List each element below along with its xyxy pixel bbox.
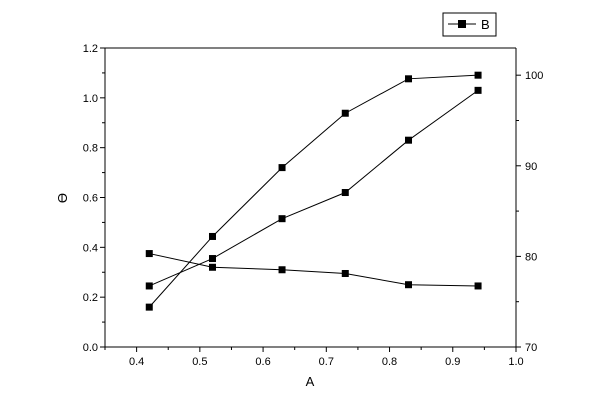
x-tick-label: 0.7 [319, 356, 334, 368]
series-2-point [341, 269, 349, 277]
x-tick-label: 0.5 [192, 356, 207, 368]
y-axis-title: Ɵ [55, 193, 70, 203]
y-right-tick-label: 70 [525, 342, 537, 354]
series-line-3 [148, 74, 479, 308]
y-left-tick-label: 0.2 [83, 292, 98, 304]
series-2-point [278, 266, 286, 274]
y-right-tick-label: 100 [525, 70, 543, 82]
x-tick-label: 0.4 [129, 356, 144, 368]
y-right-tick-label: 90 [525, 161, 537, 173]
x-tick-label: 0.6 [255, 356, 270, 368]
y-left-tick-label: 1.0 [83, 93, 98, 105]
series-1-point [341, 189, 349, 197]
series-3-point [278, 164, 286, 172]
series-line-1 [149, 89, 479, 287]
series-1-point [278, 215, 286, 223]
y-ticks-left: 0.0 0.2 0.4 0.6 0.8 1.0 1.2 [83, 43, 105, 354]
series-1-point [208, 255, 216, 263]
y-left-tick-label: 0.6 [83, 193, 98, 205]
plot-frame [104, 47, 517, 348]
series-3-point [145, 303, 153, 311]
y-left-tick-label: 1.2 [83, 43, 98, 55]
series-3-point [405, 75, 413, 83]
y-left-tick-label: 0.0 [83, 342, 98, 354]
x-tick-label: 0.9 [445, 356, 460, 368]
x-ticks: 0.4 0.5 0.6 0.7 0.8 0.9 1.0 [104, 347, 524, 368]
y-left-tick-label: 0.4 [83, 242, 98, 254]
series-3-point [474, 71, 482, 79]
series-1-point [474, 86, 482, 94]
y-left-tick-label: 0.8 [83, 143, 98, 155]
series-3-point [208, 232, 216, 240]
legend: B [442, 12, 497, 37]
y-ticks-right: 70 80 90 100 [516, 70, 543, 354]
legend-marker [458, 20, 466, 28]
series-3-point [341, 109, 349, 117]
x-axis-title: A [306, 374, 315, 389]
series-2-point [474, 282, 482, 290]
series-layer [145, 71, 482, 311]
x-tick-label: 1.0 [508, 356, 523, 368]
series-2-point [208, 263, 216, 271]
legend-label: B [481, 17, 490, 32]
series-1-point [145, 282, 153, 290]
series-line-2 [149, 253, 479, 287]
x-tick-label: 0.8 [382, 356, 397, 368]
series-1-point [405, 136, 413, 144]
series-2-point [405, 281, 413, 289]
series-2-point [145, 250, 153, 258]
y-right-tick-label: 80 [525, 251, 537, 263]
